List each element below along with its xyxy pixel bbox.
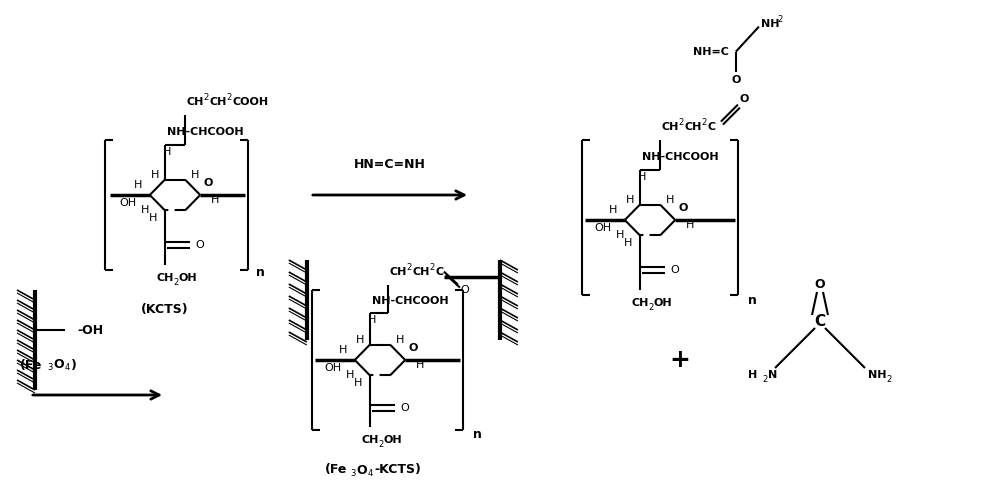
Text: H: H [354, 379, 362, 388]
Text: HN=C=NH: HN=C=NH [354, 159, 426, 172]
Text: +: + [670, 348, 690, 372]
Text: H: H [609, 205, 617, 215]
Text: ): ) [71, 358, 77, 372]
Text: H: H [356, 335, 364, 345]
Text: 2: 2 [429, 263, 434, 272]
Text: (Fe: (Fe [325, 463, 347, 477]
Text: 2: 2 [203, 93, 208, 102]
Text: CH: CH [210, 97, 227, 106]
Text: OH: OH [654, 298, 673, 309]
Text: 2: 2 [777, 15, 782, 24]
Text: CH: CH [632, 298, 649, 309]
Text: CH: CH [157, 274, 174, 283]
Text: 3: 3 [350, 469, 355, 479]
Text: OH: OH [179, 274, 198, 283]
Text: H: H [748, 370, 757, 380]
Text: 2: 2 [886, 376, 891, 385]
Text: 2: 2 [678, 118, 683, 127]
Text: OH: OH [384, 435, 403, 445]
Text: (KCTS): (KCTS) [141, 304, 189, 317]
Text: O: O [401, 403, 409, 414]
Text: 4: 4 [65, 363, 70, 373]
Text: n: n [748, 293, 757, 307]
Text: H: H [163, 146, 171, 157]
Text: H: H [666, 195, 674, 205]
Text: 4: 4 [368, 469, 373, 479]
Text: NH: NH [761, 19, 779, 29]
Text: CH: CH [362, 435, 379, 445]
Text: O: O [409, 343, 418, 353]
Text: H: H [624, 239, 632, 248]
Text: NH-CHCOOH: NH-CHCOOH [642, 152, 719, 162]
Text: NH=C: NH=C [693, 47, 729, 57]
Text: CH: CH [187, 97, 204, 106]
Text: O: O [53, 358, 64, 372]
Text: 2: 2 [701, 118, 706, 127]
Text: 2: 2 [648, 303, 653, 312]
Text: H: H [686, 220, 694, 230]
Text: H: H [616, 230, 624, 240]
Text: N: N [768, 370, 777, 380]
Text: C: C [436, 267, 444, 277]
Text: H: H [211, 195, 219, 205]
Text: H: H [134, 180, 142, 190]
Text: O: O [815, 279, 825, 291]
Text: 2: 2 [226, 93, 231, 102]
Text: H: H [339, 345, 347, 355]
Text: COOH: COOH [233, 97, 269, 106]
Text: CH: CH [413, 267, 430, 277]
Text: 2: 2 [378, 440, 383, 449]
Text: O: O [671, 265, 679, 276]
Text: n: n [256, 267, 265, 280]
Text: (Fe: (Fe [20, 358, 42, 372]
Text: H: H [149, 213, 157, 223]
Text: O: O [461, 284, 469, 295]
Text: H: H [368, 315, 376, 324]
Text: NH-CHCOOH: NH-CHCOOH [167, 127, 244, 137]
Text: 2: 2 [173, 278, 178, 287]
Text: OH: OH [119, 198, 136, 208]
Text: O: O [196, 241, 204, 250]
Text: H: H [141, 205, 149, 215]
Text: H: H [626, 195, 634, 205]
Text: CH: CH [685, 122, 702, 132]
Text: H: H [638, 172, 646, 181]
Text: CH: CH [390, 267, 407, 277]
Text: O: O [204, 178, 213, 188]
Text: H: H [191, 170, 199, 179]
Text: C: C [814, 315, 826, 329]
Text: OH: OH [324, 363, 341, 373]
Text: CH: CH [662, 122, 679, 132]
Text: 2: 2 [406, 263, 411, 272]
Text: NH-CHCOOH: NH-CHCOOH [372, 296, 449, 306]
Text: H: H [416, 360, 424, 370]
Text: 2: 2 [762, 376, 767, 385]
Text: H: H [396, 335, 404, 345]
Text: O: O [679, 203, 688, 213]
Text: NH: NH [868, 370, 887, 380]
Text: H: H [346, 370, 354, 380]
Text: C: C [708, 122, 716, 132]
Text: O: O [356, 463, 367, 477]
Text: -OH: -OH [77, 323, 103, 337]
Text: H: H [151, 170, 159, 179]
Text: 3: 3 [47, 363, 52, 373]
Text: -KCTS): -KCTS) [374, 463, 421, 477]
Text: OH: OH [594, 223, 611, 233]
Text: O: O [731, 74, 741, 85]
Text: n: n [473, 428, 482, 442]
Text: O: O [739, 94, 749, 104]
